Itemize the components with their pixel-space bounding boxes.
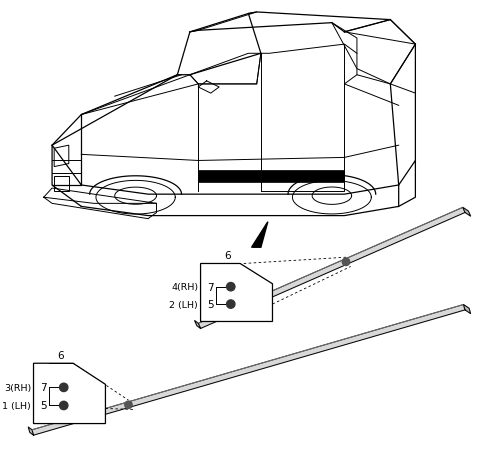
Text: 6: 6: [225, 250, 231, 260]
Circle shape: [227, 300, 235, 308]
Text: 5: 5: [207, 300, 214, 309]
Polygon shape: [463, 208, 470, 217]
Polygon shape: [198, 170, 344, 182]
Text: 4(RH): 4(RH): [171, 282, 198, 292]
Circle shape: [227, 283, 235, 291]
Circle shape: [60, 401, 68, 410]
Polygon shape: [194, 321, 201, 329]
Polygon shape: [464, 305, 470, 314]
Text: 7: 7: [40, 382, 47, 393]
Polygon shape: [198, 208, 465, 329]
Circle shape: [342, 258, 350, 266]
Circle shape: [60, 383, 68, 392]
Text: 6: 6: [58, 350, 64, 360]
Text: 3(RH): 3(RH): [4, 383, 31, 392]
Text: 2 (LH): 2 (LH): [169, 300, 198, 309]
Polygon shape: [32, 305, 465, 435]
Polygon shape: [201, 264, 273, 322]
Circle shape: [125, 401, 132, 409]
Text: 1 (LH): 1 (LH): [2, 401, 31, 410]
Polygon shape: [252, 222, 268, 248]
Text: 7: 7: [207, 282, 214, 292]
Text: 5: 5: [40, 400, 47, 411]
Polygon shape: [34, 363, 106, 424]
Polygon shape: [28, 427, 34, 435]
